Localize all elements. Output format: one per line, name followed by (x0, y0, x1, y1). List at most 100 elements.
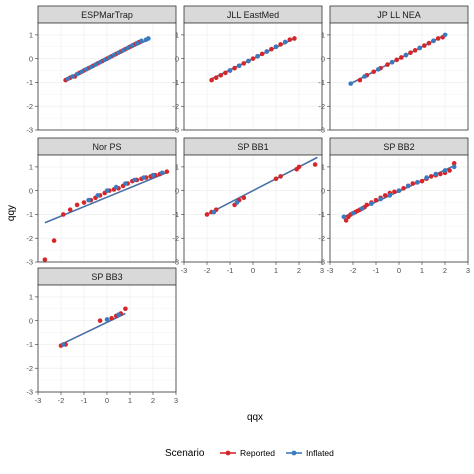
data-point-inflated (125, 45, 130, 51)
y-tick-label: -3 (318, 126, 325, 135)
y-tick-label: -2 (26, 234, 33, 243)
legend-key-point (225, 450, 231, 456)
data-point-inflated (282, 39, 288, 45)
data-point-reported (382, 193, 388, 198)
data-point-reported (241, 61, 247, 66)
y-tick-label: 1 (321, 30, 325, 39)
x-tick-label: -3 (327, 266, 334, 275)
qq-line (60, 312, 126, 346)
data-point-reported (218, 73, 224, 78)
y-tick-label: 0 (175, 54, 179, 63)
y-tick-label: -3 (172, 258, 179, 267)
data-point-inflated (255, 53, 260, 59)
data-point-inflated (84, 67, 89, 72)
data-point-inflated (139, 38, 144, 44)
y-tick-label: 0 (29, 186, 33, 195)
y-tick-label: 0 (321, 186, 325, 195)
data-point-reported (278, 42, 283, 47)
data-point-reported (287, 37, 293, 42)
y-tick-label: -2 (318, 102, 325, 111)
data-point-inflated (378, 196, 383, 202)
data-point-reported (419, 178, 425, 184)
data-point-inflated (88, 64, 94, 70)
x-tick-label: 2 (151, 396, 155, 405)
data-point-reported (399, 55, 404, 60)
data-point-reported (67, 207, 73, 212)
data-point-inflated (359, 206, 365, 211)
y-tick-label: -2 (318, 234, 325, 243)
data-point-reported (164, 169, 170, 174)
data-point-reported (269, 46, 274, 52)
data-point-inflated (227, 68, 233, 73)
data-point-reported (97, 318, 103, 323)
x-tick-label: -2 (350, 266, 357, 275)
x-tick-label: -1 (373, 266, 380, 275)
data-point-reported (241, 195, 247, 201)
data-point-reported (51, 238, 57, 243)
y-tick-label: -3 (26, 388, 33, 397)
y-tick-label: -3 (26, 126, 33, 135)
data-point-inflated (348, 81, 354, 86)
y-tick-label: 0 (29, 54, 33, 63)
x-tick-label: 1 (128, 396, 132, 405)
data-point-inflated (130, 43, 135, 48)
x-tick-label: 3 (466, 266, 470, 275)
data-point-reported (204, 212, 210, 217)
y-tick-label: -2 (26, 364, 33, 373)
data-point-inflated (65, 76, 71, 82)
data-point-inflated (405, 183, 411, 189)
y-tick-label: 1 (175, 162, 179, 171)
data-point-reported (408, 50, 413, 56)
y-tick-label: -1 (172, 78, 179, 87)
data-point-inflated (104, 188, 110, 193)
data-point-inflated (403, 52, 409, 58)
data-point-inflated (150, 172, 156, 178)
data-point-reported (250, 56, 256, 61)
data-point-reported (435, 36, 441, 41)
data-point-reported (364, 202, 370, 208)
data-point-inflated (102, 57, 107, 63)
data-point-inflated (246, 58, 251, 64)
data-point-inflated (141, 175, 147, 180)
x-tick-label: -1 (81, 396, 88, 405)
x-tick-label: -2 (204, 266, 211, 275)
x-tick-label: 2 (443, 266, 447, 275)
data-point-inflated (433, 171, 439, 177)
data-point-inflated (396, 188, 402, 193)
facet-strip-label: JLL EastMed (227, 10, 279, 20)
y-tick-label: 1 (29, 30, 33, 39)
x-tick-label: -2 (58, 396, 65, 405)
facet-panel-0: ESPMarTrap -3 -2 -1 0 1 (26, 5, 177, 135)
y-tick-label: 1 (29, 292, 33, 301)
data-point-reported (278, 174, 283, 179)
data-point-inflated (93, 62, 98, 67)
x-tick-label: 0 (251, 266, 255, 275)
data-point-reported (296, 164, 302, 170)
facet-strip-label: JP LL NEA (377, 10, 421, 20)
y-tick-label: -1 (172, 210, 179, 219)
legend: Scenario Reported Inflated (165, 448, 334, 459)
y-tick-label: -3 (318, 258, 325, 267)
data-point-reported (394, 57, 400, 63)
data-point-inflated (134, 40, 140, 46)
facet-panel-1: JLL EastMed -3 -2 -1 0 1 (172, 5, 323, 135)
data-point-reported (74, 202, 80, 208)
facet-strip-label: SP BB2 (383, 142, 414, 152)
facet-panel-4: SP BB1 -3 -2 -1 0 1 -3 -2 -1 0 1 2 3 (172, 137, 324, 275)
x-tick-label: 3 (320, 266, 324, 275)
y-tick-label: -1 (26, 340, 33, 349)
data-point-inflated (376, 67, 381, 72)
data-point-inflated (107, 55, 112, 60)
data-point-inflated (369, 201, 374, 207)
data-point-inflated (70, 74, 75, 79)
facet-strip-label: Nor PS (92, 142, 121, 152)
data-point-reported (422, 43, 427, 48)
legend-label: Inflated (306, 448, 334, 458)
data-point-reported (273, 176, 279, 182)
data-point-inflated (273, 44, 279, 50)
facet-panel-3: Nor PS -3 -2 -1 0 1 (26, 137, 177, 267)
data-point-reported (42, 257, 48, 262)
data-point-inflated (61, 342, 66, 347)
